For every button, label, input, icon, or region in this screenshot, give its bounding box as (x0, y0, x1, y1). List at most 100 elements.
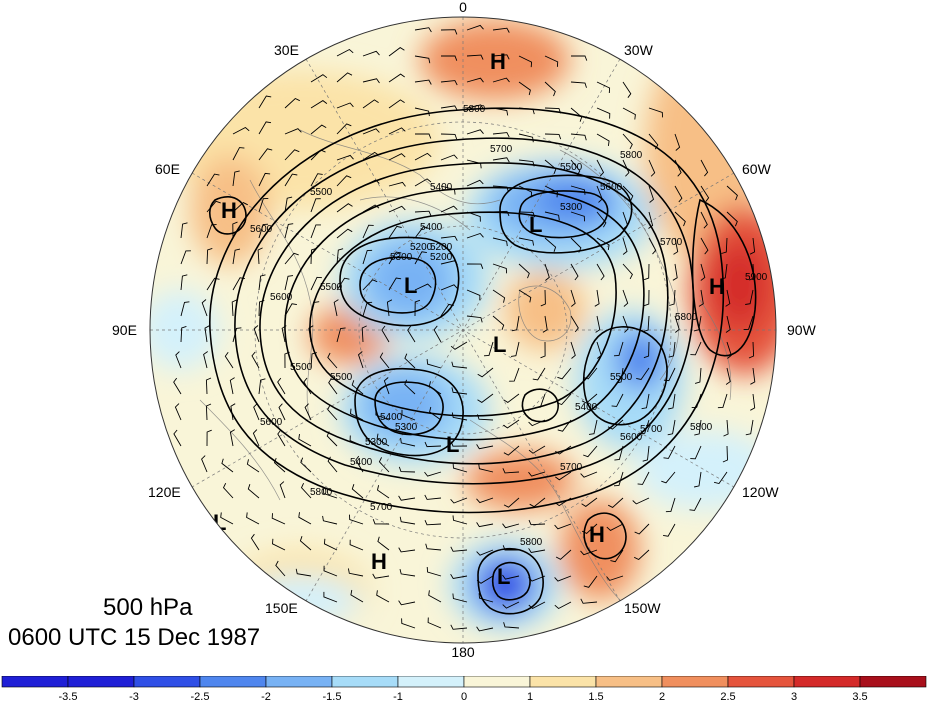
wind-barb (206, 277, 220, 291)
wind-barb (450, 497, 468, 504)
colorbar-box (529, 676, 597, 688)
wind-barb (310, 100, 328, 109)
wind-barb (401, 409, 416, 421)
lon-label-120w: 120W (742, 484, 779, 500)
wind-barb (388, 127, 406, 135)
wind-barb (528, 445, 546, 454)
wind-barb (503, 497, 520, 508)
wind-barb (450, 546, 468, 552)
colorbar-box (859, 676, 927, 688)
wind-barb (492, 54, 510, 60)
wind-barb (555, 549, 572, 560)
wind-barb (310, 173, 323, 187)
wind-barb (466, 54, 484, 60)
wind-barb (502, 545, 519, 551)
wind-barb (721, 237, 728, 254)
wind-barb (414, 55, 431, 64)
wind-barb (271, 513, 286, 525)
wind-barb (399, 516, 416, 525)
wind-barb (232, 202, 248, 213)
high-center: H (709, 274, 725, 299)
colorbar-tick-label: -3.5 (59, 691, 78, 702)
wind-barb (700, 159, 709, 177)
contour-label: 5500 (610, 372, 633, 383)
wind-barb (596, 263, 605, 281)
wind-barb (722, 445, 728, 463)
lon-label-30w: 30W (624, 42, 654, 58)
wind-barb (698, 289, 704, 307)
wind-barb (328, 378, 338, 395)
wind-barb (310, 124, 327, 135)
wind-barb (284, 275, 294, 291)
wind-barb (596, 81, 611, 94)
wind-barb (229, 429, 235, 447)
wind-barb (407, 325, 416, 343)
colorbar-boxes (1, 676, 927, 688)
wind-barb (229, 377, 235, 395)
wind-barb (204, 325, 210, 343)
wind-barb (544, 81, 556, 97)
wind-barb (295, 568, 312, 577)
contour-label: 5700 (660, 237, 683, 248)
wind-barb (673, 237, 679, 255)
wind-barb (427, 617, 442, 629)
high-center: H (589, 522, 605, 547)
wind-barb (175, 351, 182, 369)
wind-barb (642, 445, 650, 462)
wind-barb (694, 471, 702, 488)
wind-barb (477, 393, 494, 403)
wind-barb (201, 455, 208, 473)
wind-barb (622, 237, 628, 255)
lon-label-60w: 60W (742, 161, 772, 177)
wind-barb (492, 263, 508, 274)
wind-barb (452, 515, 468, 525)
wind-barb (750, 367, 756, 385)
wind-barb (492, 237, 508, 247)
wind-barb (648, 237, 657, 255)
wind-barb (333, 299, 339, 317)
colorbar-box (331, 676, 399, 688)
contour-label: 5500 (290, 362, 313, 373)
wind-barb (201, 299, 208, 317)
wind-barb (323, 591, 338, 603)
wind-barb (298, 434, 312, 447)
wind-barb (466, 179, 484, 187)
colorbar-tick-label: 2 (659, 691, 665, 702)
wind-barb (284, 128, 302, 135)
wind-barb (466, 77, 484, 83)
wind-barb (622, 159, 630, 177)
wind-barb (570, 133, 587, 141)
wind-barb (509, 367, 520, 382)
wind-barb (557, 367, 572, 380)
colorbar-tick-label: -1.5 (323, 691, 342, 702)
contour-label: 5400 (430, 182, 453, 193)
wind-barb (388, 277, 402, 291)
wind-barb (570, 341, 576, 359)
lon-label-150w: 150W (624, 600, 661, 616)
wind-barb (726, 185, 738, 201)
wind-barb (528, 601, 546, 609)
lon-label-150e: 150E (265, 600, 298, 616)
contour-label: 5600 (600, 182, 623, 193)
wind-barb (350, 408, 364, 421)
wind-barbs (173, 24, 756, 632)
wind-barb (749, 237, 756, 255)
contour-label: 5500 (560, 162, 583, 173)
contour-label: 5800 (675, 312, 698, 323)
wind-barb (322, 515, 338, 525)
wind-barb (310, 247, 317, 265)
wind-barb (414, 226, 429, 239)
wind-barb (641, 393, 650, 410)
wind-barb (466, 211, 481, 222)
wind-barb (258, 172, 271, 187)
wind-barb (643, 341, 650, 359)
wind-barb (502, 574, 520, 580)
wind-barb (555, 471, 572, 481)
wind-barb (300, 457, 312, 473)
colorbar-ticks: -3.5 -3 -2.5 -2 -1.5 -1 0 1 1.5 2 2.5 3 3.5 (59, 691, 868, 702)
colorbar-box (1, 676, 69, 688)
wind-barb (583, 575, 598, 588)
contour-label: 5600 (270, 292, 293, 303)
wind-barb (440, 105, 458, 111)
